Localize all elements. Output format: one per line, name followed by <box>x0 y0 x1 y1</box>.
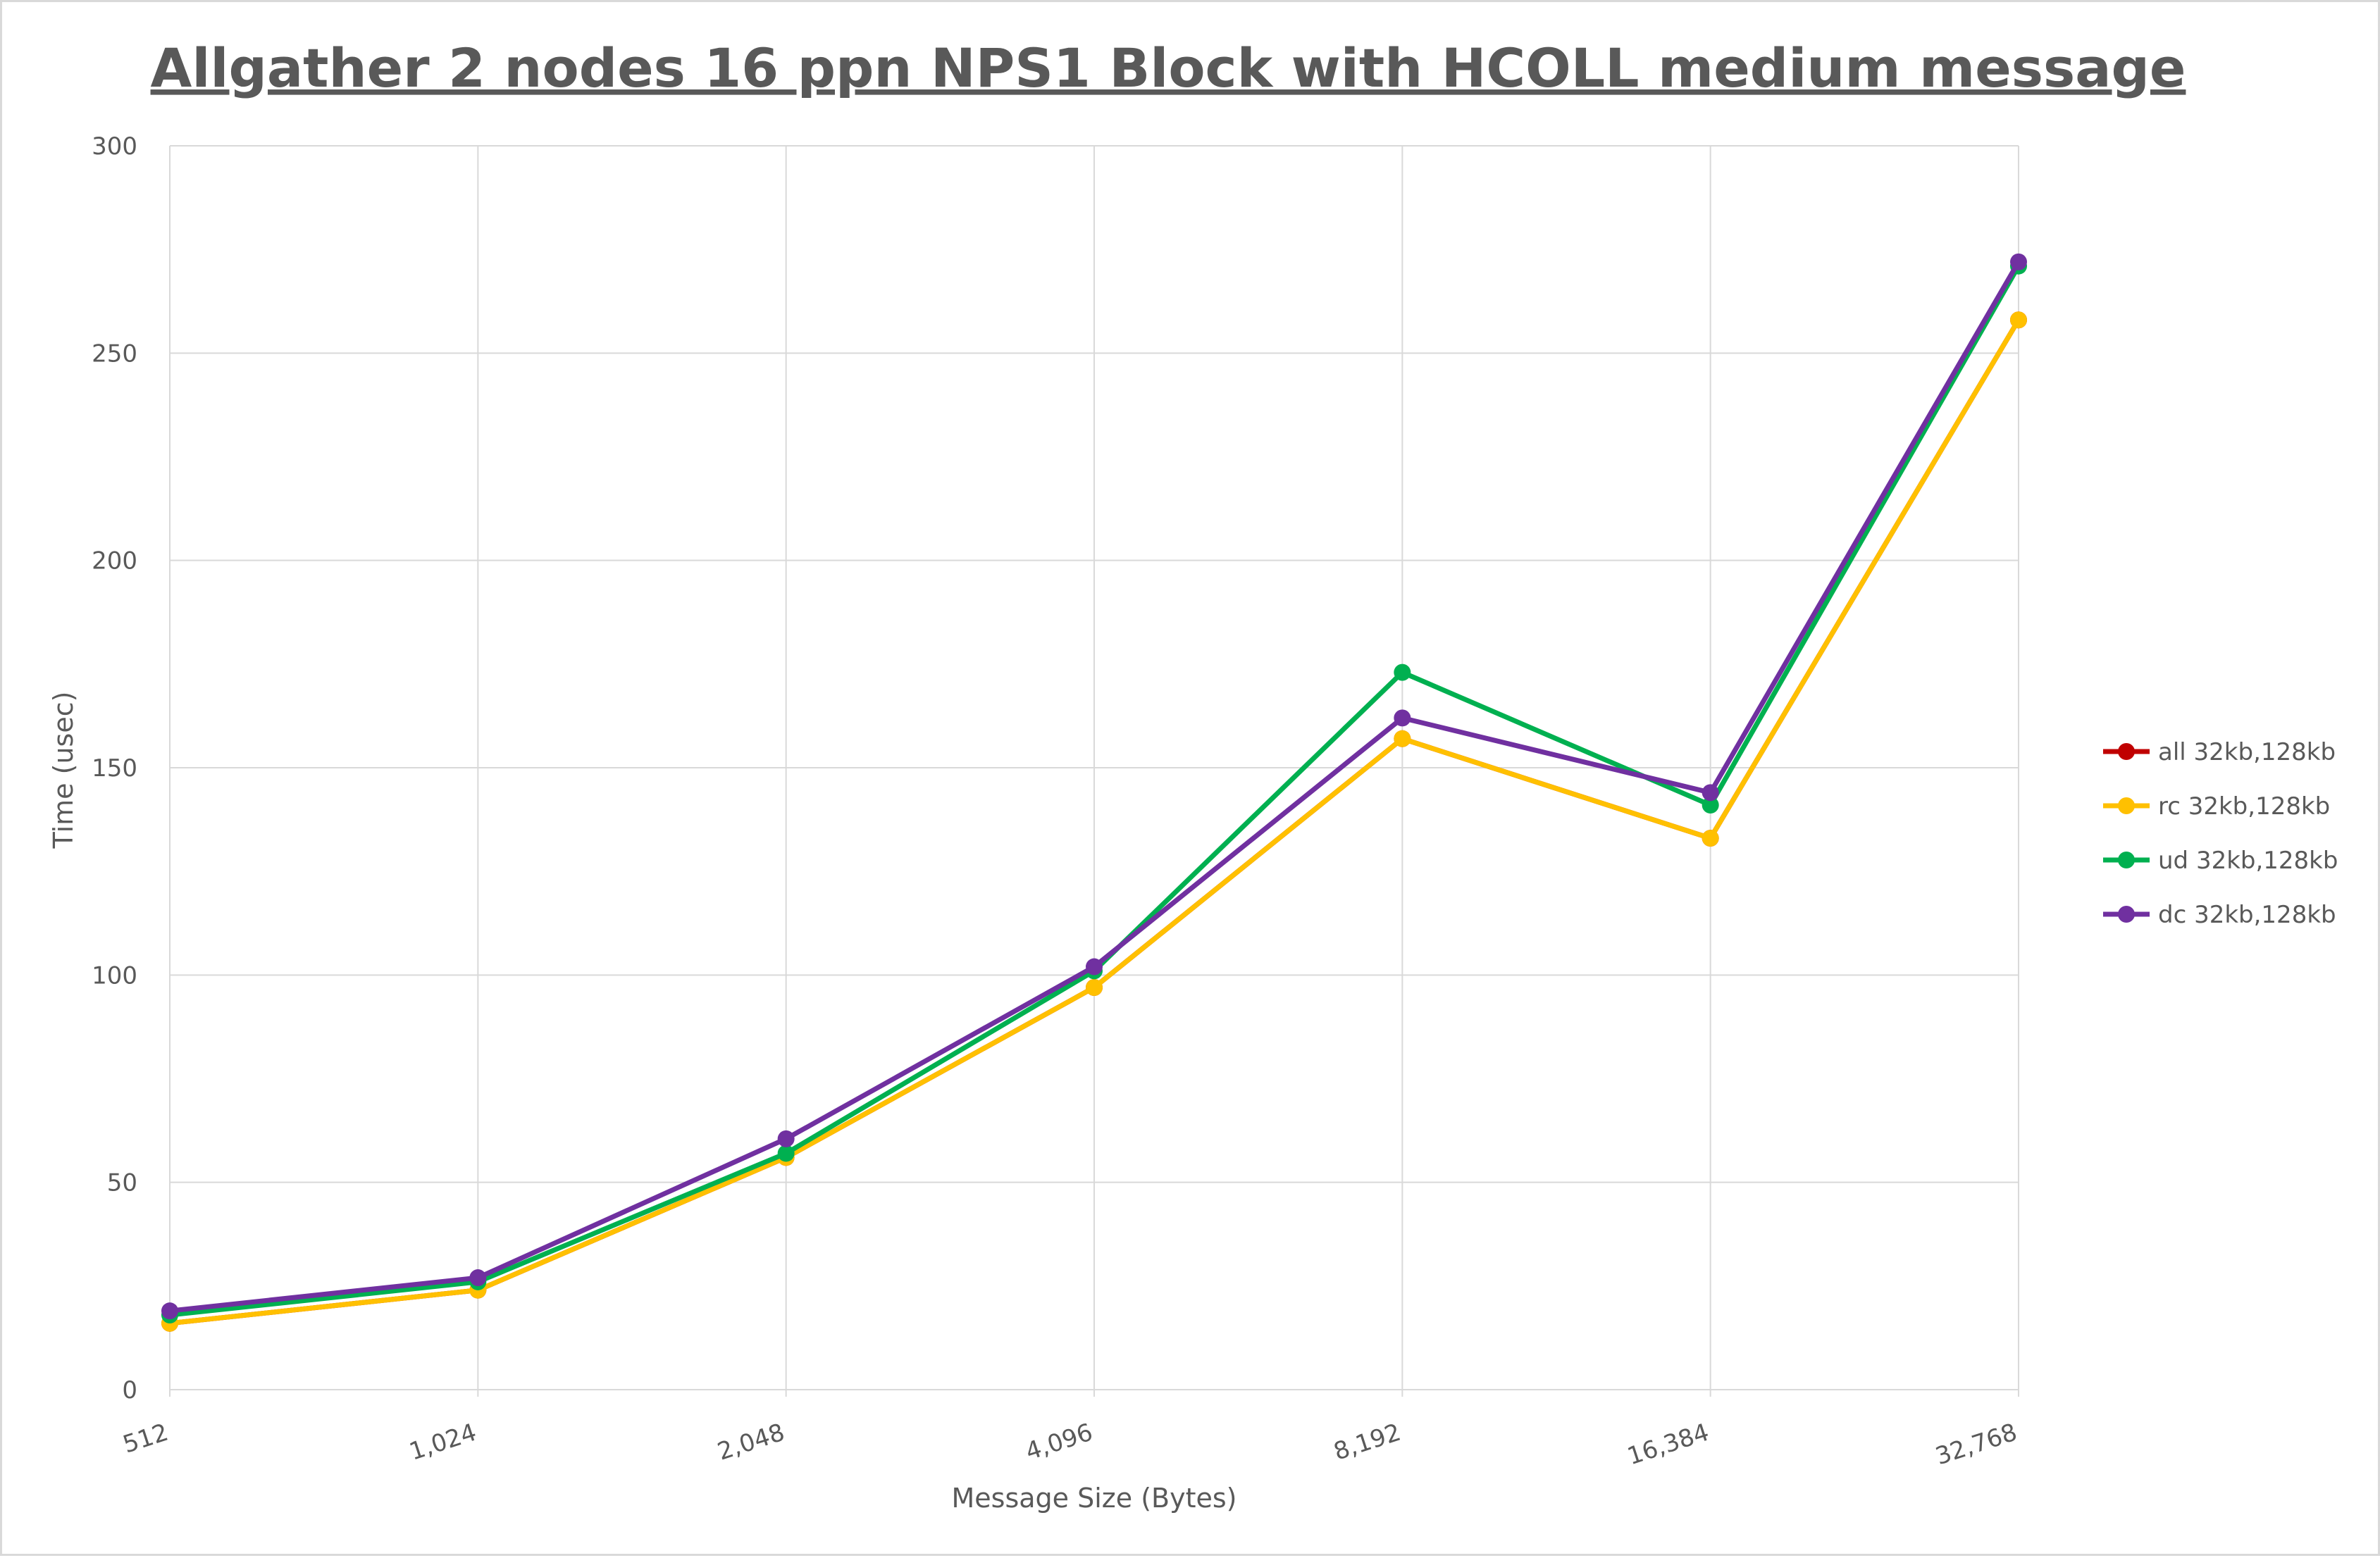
series-lines <box>161 253 2027 1332</box>
x-tick-label: 2,048 <box>714 1419 788 1466</box>
legend-item: ud 32kb,128kb <box>2103 847 2338 875</box>
x-tick-label: 4,096 <box>1022 1419 1096 1466</box>
y-tick-label: 300 <box>92 132 137 161</box>
gridlines <box>169 145 2019 1397</box>
legend-label: rc 32kb,128kb <box>2158 792 2330 821</box>
legend-label: all 32kb,128kb <box>2158 738 2336 766</box>
legend-label: ud 32kb,128kb <box>2158 847 2338 875</box>
series-1-point <box>1702 830 1719 847</box>
legend-swatch-marker <box>2118 797 2135 814</box>
legend-swatch-marker <box>2118 743 2135 760</box>
x-tick-label: 1,024 <box>406 1419 480 1466</box>
x-axis-label: Message Size (Bytes) <box>952 1483 1237 1514</box>
y-axis-label: Time (usec) <box>48 692 79 849</box>
y-axis-ticks: 0 50 100 150 200 250 300 <box>92 132 137 1404</box>
series-1-point <box>2010 311 2027 329</box>
legend-item: dc 32kb,128kb <box>2103 901 2336 929</box>
y-tick-label: 0 <box>122 1376 137 1404</box>
y-tick-label: 200 <box>92 547 137 575</box>
y-tick-label: 150 <box>92 754 137 783</box>
series-3-point <box>469 1269 487 1287</box>
x-axis-ticks: 512 1,024 2,048 4,096 8,192 16,384 32,768 <box>120 1419 2021 1471</box>
y-tick-label: 50 <box>107 1169 137 1197</box>
legend-swatch-marker <box>2118 906 2135 923</box>
series-3-point <box>777 1130 795 1147</box>
series-3-point <box>161 1302 178 1320</box>
series-2-point <box>1702 796 1719 814</box>
legend: all 32kb,128kb rc 32kb,128kb ud 32kb,128kb… <box>2103 738 2338 929</box>
y-tick-label: 100 <box>92 961 137 990</box>
series-2-point <box>777 1145 795 1162</box>
chart-title: Allgather 2 nodes 16 ppn NPS1 Block with… <box>151 37 2186 99</box>
series-3-point <box>1394 709 1411 727</box>
series-1-point <box>1394 730 1411 747</box>
x-tick-label: 8,192 <box>1330 1419 1404 1466</box>
y-tick-label: 250 <box>92 339 137 368</box>
x-tick-label: 512 <box>120 1419 172 1459</box>
legend-item: rc 32kb,128kb <box>2103 792 2330 821</box>
x-tick-label: 16,384 <box>1624 1419 1713 1471</box>
legend-item: all 32kb,128kb <box>2103 738 2336 766</box>
x-tick-label: 32,768 <box>1932 1419 2021 1471</box>
series-3-point <box>2010 253 2027 270</box>
series-1-point <box>1086 978 1103 996</box>
series-2-point <box>1394 663 1411 681</box>
legend-swatch-marker <box>2118 852 2135 868</box>
legend-label: dc 32kb,128kb <box>2158 901 2336 929</box>
series-3-point <box>1702 784 1719 802</box>
series-3-point <box>1086 958 1103 976</box>
